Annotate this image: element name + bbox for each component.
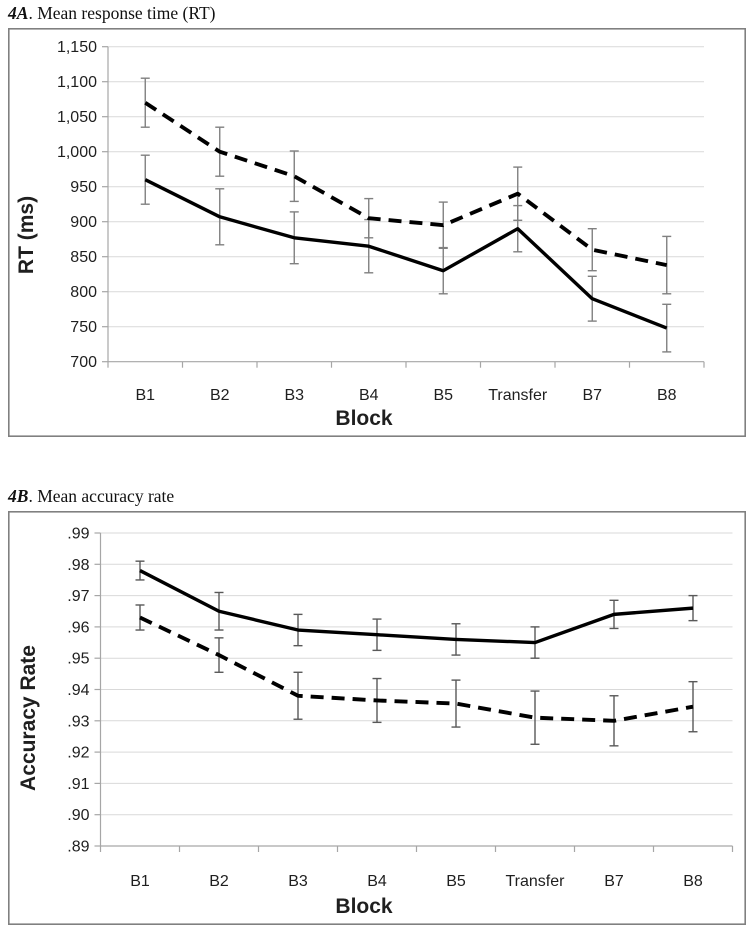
- y-tick-label: .90: [67, 807, 89, 824]
- y-tick-label: .97: [67, 588, 89, 605]
- x-tick-label: B7: [604, 873, 624, 890]
- y-tick-label: .95: [67, 651, 89, 668]
- figure-4a-label: 4A: [8, 3, 29, 23]
- lower-dashed-series-line: [139, 615, 694, 723]
- x-tick-label: B1: [135, 387, 155, 404]
- axes-group: [107, 46, 705, 368]
- x-tick-label: B8: [683, 873, 703, 890]
- x-tick-label: B1: [130, 873, 150, 890]
- lower-dashed-series-error-bars: [135, 604, 698, 747]
- figure-4a-caption: . Mean response time (RT): [28, 3, 216, 23]
- x-tick-label: Transfer: [488, 387, 548, 404]
- y-axis-title: Accuracy Rate: [17, 645, 40, 791]
- y-axis-ticks-group: [94, 532, 101, 847]
- y-tick-label: 950: [70, 179, 97, 196]
- y-tick-label: .96: [67, 619, 89, 636]
- y-tick-label: .91: [67, 776, 89, 793]
- x-tick-label: B5: [446, 873, 466, 890]
- chart-border: [8, 28, 746, 437]
- y-axis-labels-group: .99 .98 .97 .96 .95 .94 .93 .92 .91 .90 .89: [67, 526, 89, 856]
- upper-dashed-series-line: [144, 101, 668, 268]
- rt-chart-svg: 1,150 1,100 1,050 1,000 950 900 850 800 750 700 B1…: [8, 28, 746, 437]
- x-tick-label: B4: [359, 387, 379, 404]
- x-axis-title: Block: [335, 407, 393, 430]
- y-tick-label: 900: [70, 214, 97, 231]
- x-tick-label: B3: [288, 873, 308, 890]
- upper-solid-series-line: [139, 569, 694, 645]
- y-tick-label: 1,150: [57, 39, 97, 56]
- y-tick-label: .93: [67, 713, 89, 730]
- y-tick-label: 750: [70, 319, 97, 336]
- figure-4b-caption: . Mean accuracy rate: [28, 486, 175, 506]
- figure-4b-label: 4B: [8, 486, 29, 506]
- y-tick-label: .94: [67, 682, 89, 699]
- x-tick-label: B5: [433, 387, 453, 404]
- chart-border: [8, 511, 746, 925]
- y-tick-label: .99: [67, 526, 89, 543]
- x-tick-label: B2: [210, 387, 230, 404]
- y-tick-label: .89: [67, 839, 89, 856]
- gridlines-group: [108, 46, 704, 328]
- x-tick-label: B4: [367, 873, 387, 890]
- rt-chart: 1,150 1,100 1,050 1,000 950 900 850 800 750 700 B1…: [8, 28, 746, 437]
- figure-4b-title: 4B. Mean accuracy rate: [8, 485, 174, 507]
- y-tick-label: 850: [70, 249, 97, 266]
- y-axis-ticks-group: [102, 46, 108, 363]
- x-tick-label: B3: [284, 387, 304, 404]
- x-axis-labels-group: B1 B2 B3 B4 B5 Transfer B7 B8: [135, 387, 676, 404]
- x-tick-label: B8: [657, 387, 677, 404]
- y-tick-label: 800: [70, 284, 97, 301]
- y-axis-title: RT (ms): [15, 196, 38, 274]
- y-tick-label: .92: [67, 745, 89, 762]
- x-tick-label: Transfer: [506, 873, 566, 890]
- gridlines-group: [100, 532, 733, 816]
- x-tick-label: B2: [209, 873, 229, 890]
- y-tick-label: 1,050: [57, 109, 97, 126]
- y-tick-label: 700: [70, 354, 97, 371]
- x-axis-labels-group: B1 B2 B3 B4 B5 Transfer B7 B8: [130, 873, 703, 890]
- y-axis-labels-group: 1,150 1,100 1,050 1,000 950 900 850 800 750 700: [57, 39, 97, 371]
- upper-dashed-series-error-bars: [140, 77, 672, 295]
- upper-solid-series-error-bars: [135, 560, 698, 659]
- accuracy-chart: .99.98.97.96.95.94.93.92.91.90.89 B1 B2 B3 B…: [8, 511, 746, 925]
- figure-4a-title: 4A. Mean response time (RT): [8, 2, 215, 24]
- x-axis-title: Block: [335, 895, 393, 918]
- lower-solid-series-line: [144, 178, 668, 330]
- y-tick-label: 1,000: [57, 144, 97, 161]
- y-tick-label: .98: [67, 557, 89, 574]
- y-tick-label: 1,100: [57, 74, 97, 91]
- axes-group: [99, 533, 734, 852]
- x-tick-label: B7: [582, 387, 602, 404]
